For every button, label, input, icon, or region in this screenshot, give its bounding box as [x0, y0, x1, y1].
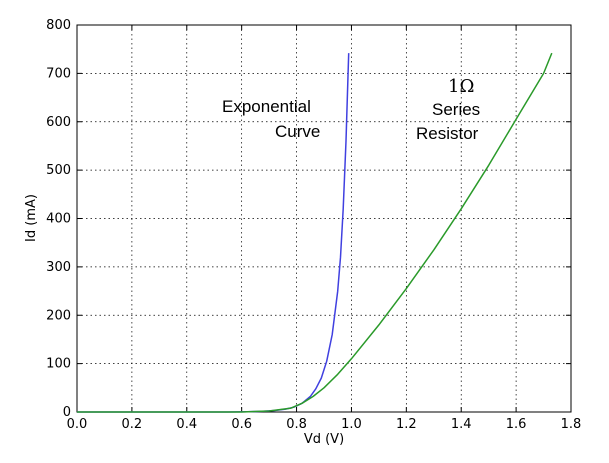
y-tick-label: 600	[46, 115, 71, 130]
x-tick-label: 1.0	[341, 417, 362, 432]
x-axis-title: Vd (V)	[304, 432, 344, 447]
y-tick-label: 500	[46, 163, 71, 178]
y-tick-label: 800	[46, 18, 71, 33]
x-tick-label: 1.6	[506, 417, 527, 432]
grid	[77, 25, 571, 412]
ticks	[76, 24, 572, 413]
annotation-resistor: Resistor	[416, 124, 479, 143]
y-tick-label: 0	[63, 405, 71, 420]
y-tick-label: 400	[46, 212, 71, 227]
annotation-series: Series	[432, 100, 480, 119]
annotation-exponential: Exponential	[222, 97, 311, 116]
x-tick-label: 0.6	[231, 417, 252, 432]
annotation-curve: Curve	[275, 122, 320, 141]
x-tick-label: 0.8	[286, 417, 307, 432]
annotation-one-ohm: 1Ω	[448, 76, 474, 97]
y-tick-label: 300	[46, 260, 71, 275]
series-resistor-curve-line	[77, 52, 553, 413]
y-tick-labels: 0 100 200 300 400 500 600 700 800	[46, 18, 71, 420]
y-tick-label: 100	[46, 357, 71, 372]
x-tick-label: 0.2	[122, 417, 143, 432]
x-tick-labels: 0.0 0.2 0.4 0.6 0.8 1.0 1.2 1.4 1.6 1.8	[67, 417, 582, 432]
y-tick-label: 200	[46, 308, 71, 323]
x-tick-label: 1.2	[396, 417, 417, 432]
y-tick-label: 700	[46, 66, 71, 81]
y-axis-title: Id (mA)	[24, 194, 39, 242]
series-lines	[77, 52, 553, 413]
x-tick-label: 0.4	[176, 417, 197, 432]
x-tick-label: 1.4	[451, 417, 472, 432]
x-tick-label: 0.0	[67, 417, 88, 432]
x-tick-label: 1.8	[561, 417, 582, 432]
